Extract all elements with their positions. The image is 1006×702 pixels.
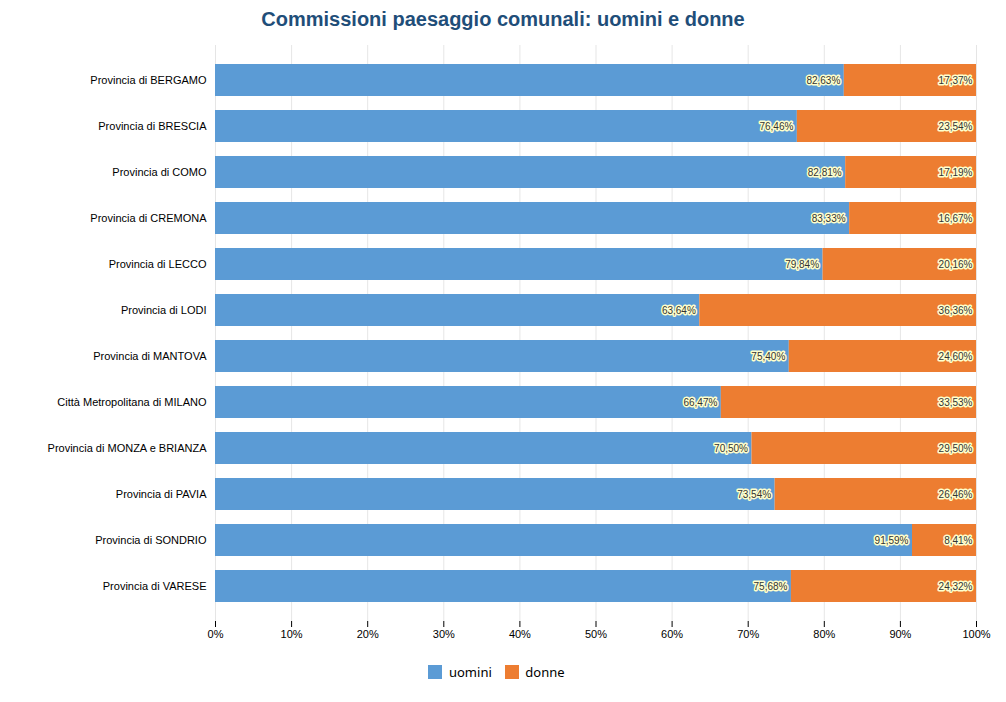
svg-text:100%: 100% [962, 628, 990, 640]
svg-text:70,50%: 70,50% [714, 443, 748, 454]
svg-text:70%: 70% [737, 628, 759, 640]
svg-text:Provincia di CREMONA: Provincia di CREMONA [90, 212, 207, 224]
svg-text:Provincia di PAVIA: Provincia di PAVIA [116, 488, 207, 500]
svg-text:30%: 30% [433, 628, 455, 640]
svg-text:20%: 20% [357, 628, 379, 640]
svg-text:26,46%: 26,46% [939, 489, 973, 500]
svg-text:24,32%: 24,32% [939, 581, 973, 592]
svg-text:82,63%: 82,63% [806, 75, 840, 86]
svg-text:Provincia di MANTOVA: Provincia di MANTOVA [93, 350, 207, 362]
svg-text:76,46%: 76,46% [759, 121, 793, 132]
html-text:donne: donne [525, 662, 565, 681]
svg-text:10%: 10% [281, 628, 303, 640]
svg-text:20,16%: 20,16% [939, 259, 973, 270]
svg-text:60%: 60% [661, 628, 683, 640]
svg-text:Provincia di VARESE: Provincia di VARESE [103, 580, 207, 592]
svg-text:Provincia di MONZA e BRIANZA: Provincia di MONZA e BRIANZA [48, 442, 208, 454]
svg-text:63,64%: 63,64% [662, 305, 696, 316]
svg-text:33,53%: 33,53% [939, 397, 973, 408]
svg-text:75,40%: 75,40% [751, 351, 785, 362]
svg-text:17,19%: 17,19% [939, 167, 973, 178]
svg-text:17,37%: 17,37% [939, 75, 973, 86]
svg-text:82,81%: 82,81% [808, 167, 842, 178]
svg-text:91,59%: 91,59% [875, 535, 909, 546]
svg-text:24,60%: 24,60% [939, 351, 973, 362]
html-text:Commissioni paesaggio comunali: Commissioni paesaggio comunali: uomini e… [261, 8, 745, 30]
svg-text:50%: 50% [585, 628, 607, 640]
html-text:uomini: uomini [449, 662, 492, 681]
svg-text:16,67%: 16,67% [939, 213, 973, 224]
svg-text:0%: 0% [208, 628, 224, 640]
svg-text:Città Metropolitana di MILANO: Città Metropolitana di MILANO [57, 396, 207, 408]
svg-text:80%: 80% [813, 628, 835, 640]
svg-text:Provincia di COMO: Provincia di COMO [112, 166, 207, 178]
svg-text:90%: 90% [889, 628, 911, 640]
svg-text:23,54%: 23,54% [939, 121, 973, 132]
svg-text:66,47%: 66,47% [683, 397, 717, 408]
svg-text:Provincia di BERGAMO: Provincia di BERGAMO [90, 74, 207, 86]
svg-text:Provincia di LECCO: Provincia di LECCO [109, 258, 207, 270]
svg-text:Provincia di BRESCIA: Provincia di BRESCIA [98, 120, 207, 132]
svg-text:79,84%: 79,84% [785, 259, 819, 270]
svg-text:8,41%: 8,41% [944, 535, 972, 546]
svg-text:29,50%: 29,50% [939, 443, 973, 454]
svg-text:73,54%: 73,54% [737, 489, 771, 500]
svg-text:Provincia di LODI: Provincia di LODI [121, 304, 207, 316]
svg-text:Provincia di SONDRIO: Provincia di SONDRIO [95, 534, 207, 546]
svg-text:83,33%: 83,33% [812, 213, 846, 224]
svg-text:40%: 40% [509, 628, 531, 640]
svg-text:36,36%: 36,36% [939, 305, 973, 316]
svg-text:75,68%: 75,68% [754, 581, 788, 592]
